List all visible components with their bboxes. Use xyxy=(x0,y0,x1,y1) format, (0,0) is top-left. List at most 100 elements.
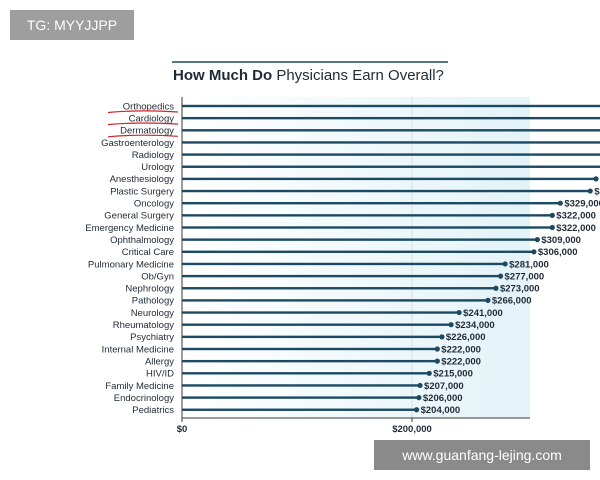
bar-8 xyxy=(182,202,561,205)
bar-0 xyxy=(182,104,600,108)
category-label-3: Gastroenterology xyxy=(101,138,174,149)
bar-end-8 xyxy=(557,200,563,206)
bar-21 xyxy=(182,359,438,363)
category-label-9: General Surgery xyxy=(104,211,174,222)
value-label-20: $222,000 xyxy=(441,344,481,355)
category-label-13: Pulmonary Medicine xyxy=(88,259,174,270)
bar-12 xyxy=(182,250,534,253)
bar-end-11 xyxy=(534,237,540,243)
value-label-9: $322,000 xyxy=(556,211,596,222)
bar-end-22 xyxy=(426,370,432,376)
bar-23 xyxy=(182,384,421,387)
category-label-17: Neurology xyxy=(131,308,175,319)
bar-end-6 xyxy=(593,176,599,182)
annotation-underline-0 xyxy=(107,110,179,114)
value-label-11: $309,000 xyxy=(541,235,581,246)
category-label-22: HIV/ID xyxy=(146,369,174,380)
category-label-21: Allergy xyxy=(145,356,174,367)
bar-9 xyxy=(182,214,553,217)
category-label-23: Family Medicine xyxy=(105,381,174,392)
bar-end-15 xyxy=(493,285,499,291)
bar-7 xyxy=(182,189,591,193)
value-label-14: $277,000 xyxy=(505,271,545,282)
category-label-7: Plastic Surgery xyxy=(110,186,174,197)
bar-13 xyxy=(182,262,506,266)
bar-end-12 xyxy=(531,249,537,255)
watermark-bottom-right: www.guanfang-lejing.com xyxy=(374,440,590,470)
category-label-18: Rheumatology xyxy=(113,320,175,331)
category-label-8: Oncology xyxy=(134,199,174,210)
bar-3 xyxy=(182,141,600,144)
value-label-24: $206,000 xyxy=(423,393,463,404)
chart-title-bold: How Much Do xyxy=(173,67,272,84)
bar-end-16 xyxy=(485,297,491,303)
bar-19 xyxy=(182,335,442,339)
value-label-7: $355,000 xyxy=(594,186,600,197)
bar-end-7 xyxy=(587,188,593,194)
bar-end-9 xyxy=(549,212,555,218)
chart-title-rest: Physicians Earn Overall? xyxy=(272,67,444,84)
bar-end-10 xyxy=(549,224,555,231)
bar-20 xyxy=(182,347,438,351)
category-label-14: Ob/Gyn xyxy=(141,271,174,282)
bar-16 xyxy=(182,299,488,302)
bar-25 xyxy=(182,408,417,411)
bar-18 xyxy=(182,323,452,326)
plot-background xyxy=(182,97,530,418)
bar-end-24 xyxy=(416,395,422,401)
category-label-2: Dermatology xyxy=(120,126,174,137)
value-label-13: $281,000 xyxy=(509,259,549,270)
bar-end-13 xyxy=(502,261,508,267)
value-label-16: $266,000 xyxy=(492,296,532,307)
chart-title: How Much Do Physicians Earn Overall? xyxy=(173,67,444,84)
bar-end-17 xyxy=(456,309,462,316)
bar-end-14 xyxy=(497,273,504,279)
category-label-6: Anesthesiology xyxy=(110,174,175,185)
bar-1 xyxy=(182,116,600,120)
x-tick-label-0: $0 xyxy=(177,424,188,435)
bar-end-19 xyxy=(439,334,445,340)
category-label-25: Pediatrics xyxy=(132,405,174,416)
value-label-8: $329,000 xyxy=(564,199,600,210)
category-label-15: Nephrology xyxy=(125,284,174,295)
bar-11 xyxy=(182,238,538,241)
bar-10 xyxy=(182,226,553,229)
bar-5 xyxy=(182,165,600,168)
value-label-17: $241,000 xyxy=(463,308,503,319)
bar-14 xyxy=(182,274,501,278)
bar-15 xyxy=(182,287,496,290)
bar-end-18 xyxy=(448,322,454,328)
value-label-19: $226,000 xyxy=(446,332,486,343)
annotation-underline-1 xyxy=(107,122,179,126)
category-label-5: Urology xyxy=(141,162,174,173)
value-label-10: $322,000 xyxy=(556,223,596,234)
value-label-15: $273,000 xyxy=(500,284,540,295)
category-label-11: Ophthalmology xyxy=(110,235,174,246)
category-label-0: Orthopedics xyxy=(123,101,174,112)
value-label-12: $306,000 xyxy=(538,247,578,258)
bar-2 xyxy=(182,129,600,132)
bar-24 xyxy=(182,396,419,399)
value-label-22: $215,000 xyxy=(433,369,473,380)
value-label-25: $204,000 xyxy=(421,405,461,416)
value-label-18: $234,000 xyxy=(455,320,495,331)
category-label-4: Radiology xyxy=(132,150,174,161)
bar-6 xyxy=(182,177,596,181)
bar-end-23 xyxy=(417,382,423,389)
x-tick-label-1: $200,000 xyxy=(392,424,432,435)
bar-end-25 xyxy=(414,407,420,413)
category-label-24: Endocrinology xyxy=(114,393,174,404)
bar-end-20 xyxy=(434,346,440,352)
watermark-top-left: TG: MYYJJPP xyxy=(10,10,134,40)
bar-end-21 xyxy=(434,358,440,364)
category-label-10: Emergency Medicine xyxy=(85,223,174,234)
category-label-16: Pathology xyxy=(132,296,175,307)
category-label-19: Psychiatry xyxy=(130,332,174,343)
annotation-underline-2 xyxy=(107,134,179,138)
category-label-1: Cardiology xyxy=(129,113,175,124)
bar-17 xyxy=(182,311,460,314)
category-label-20: Internal Medicine xyxy=(102,344,174,355)
category-label-12: Critical Care xyxy=(122,247,174,258)
bar-4 xyxy=(182,153,600,156)
